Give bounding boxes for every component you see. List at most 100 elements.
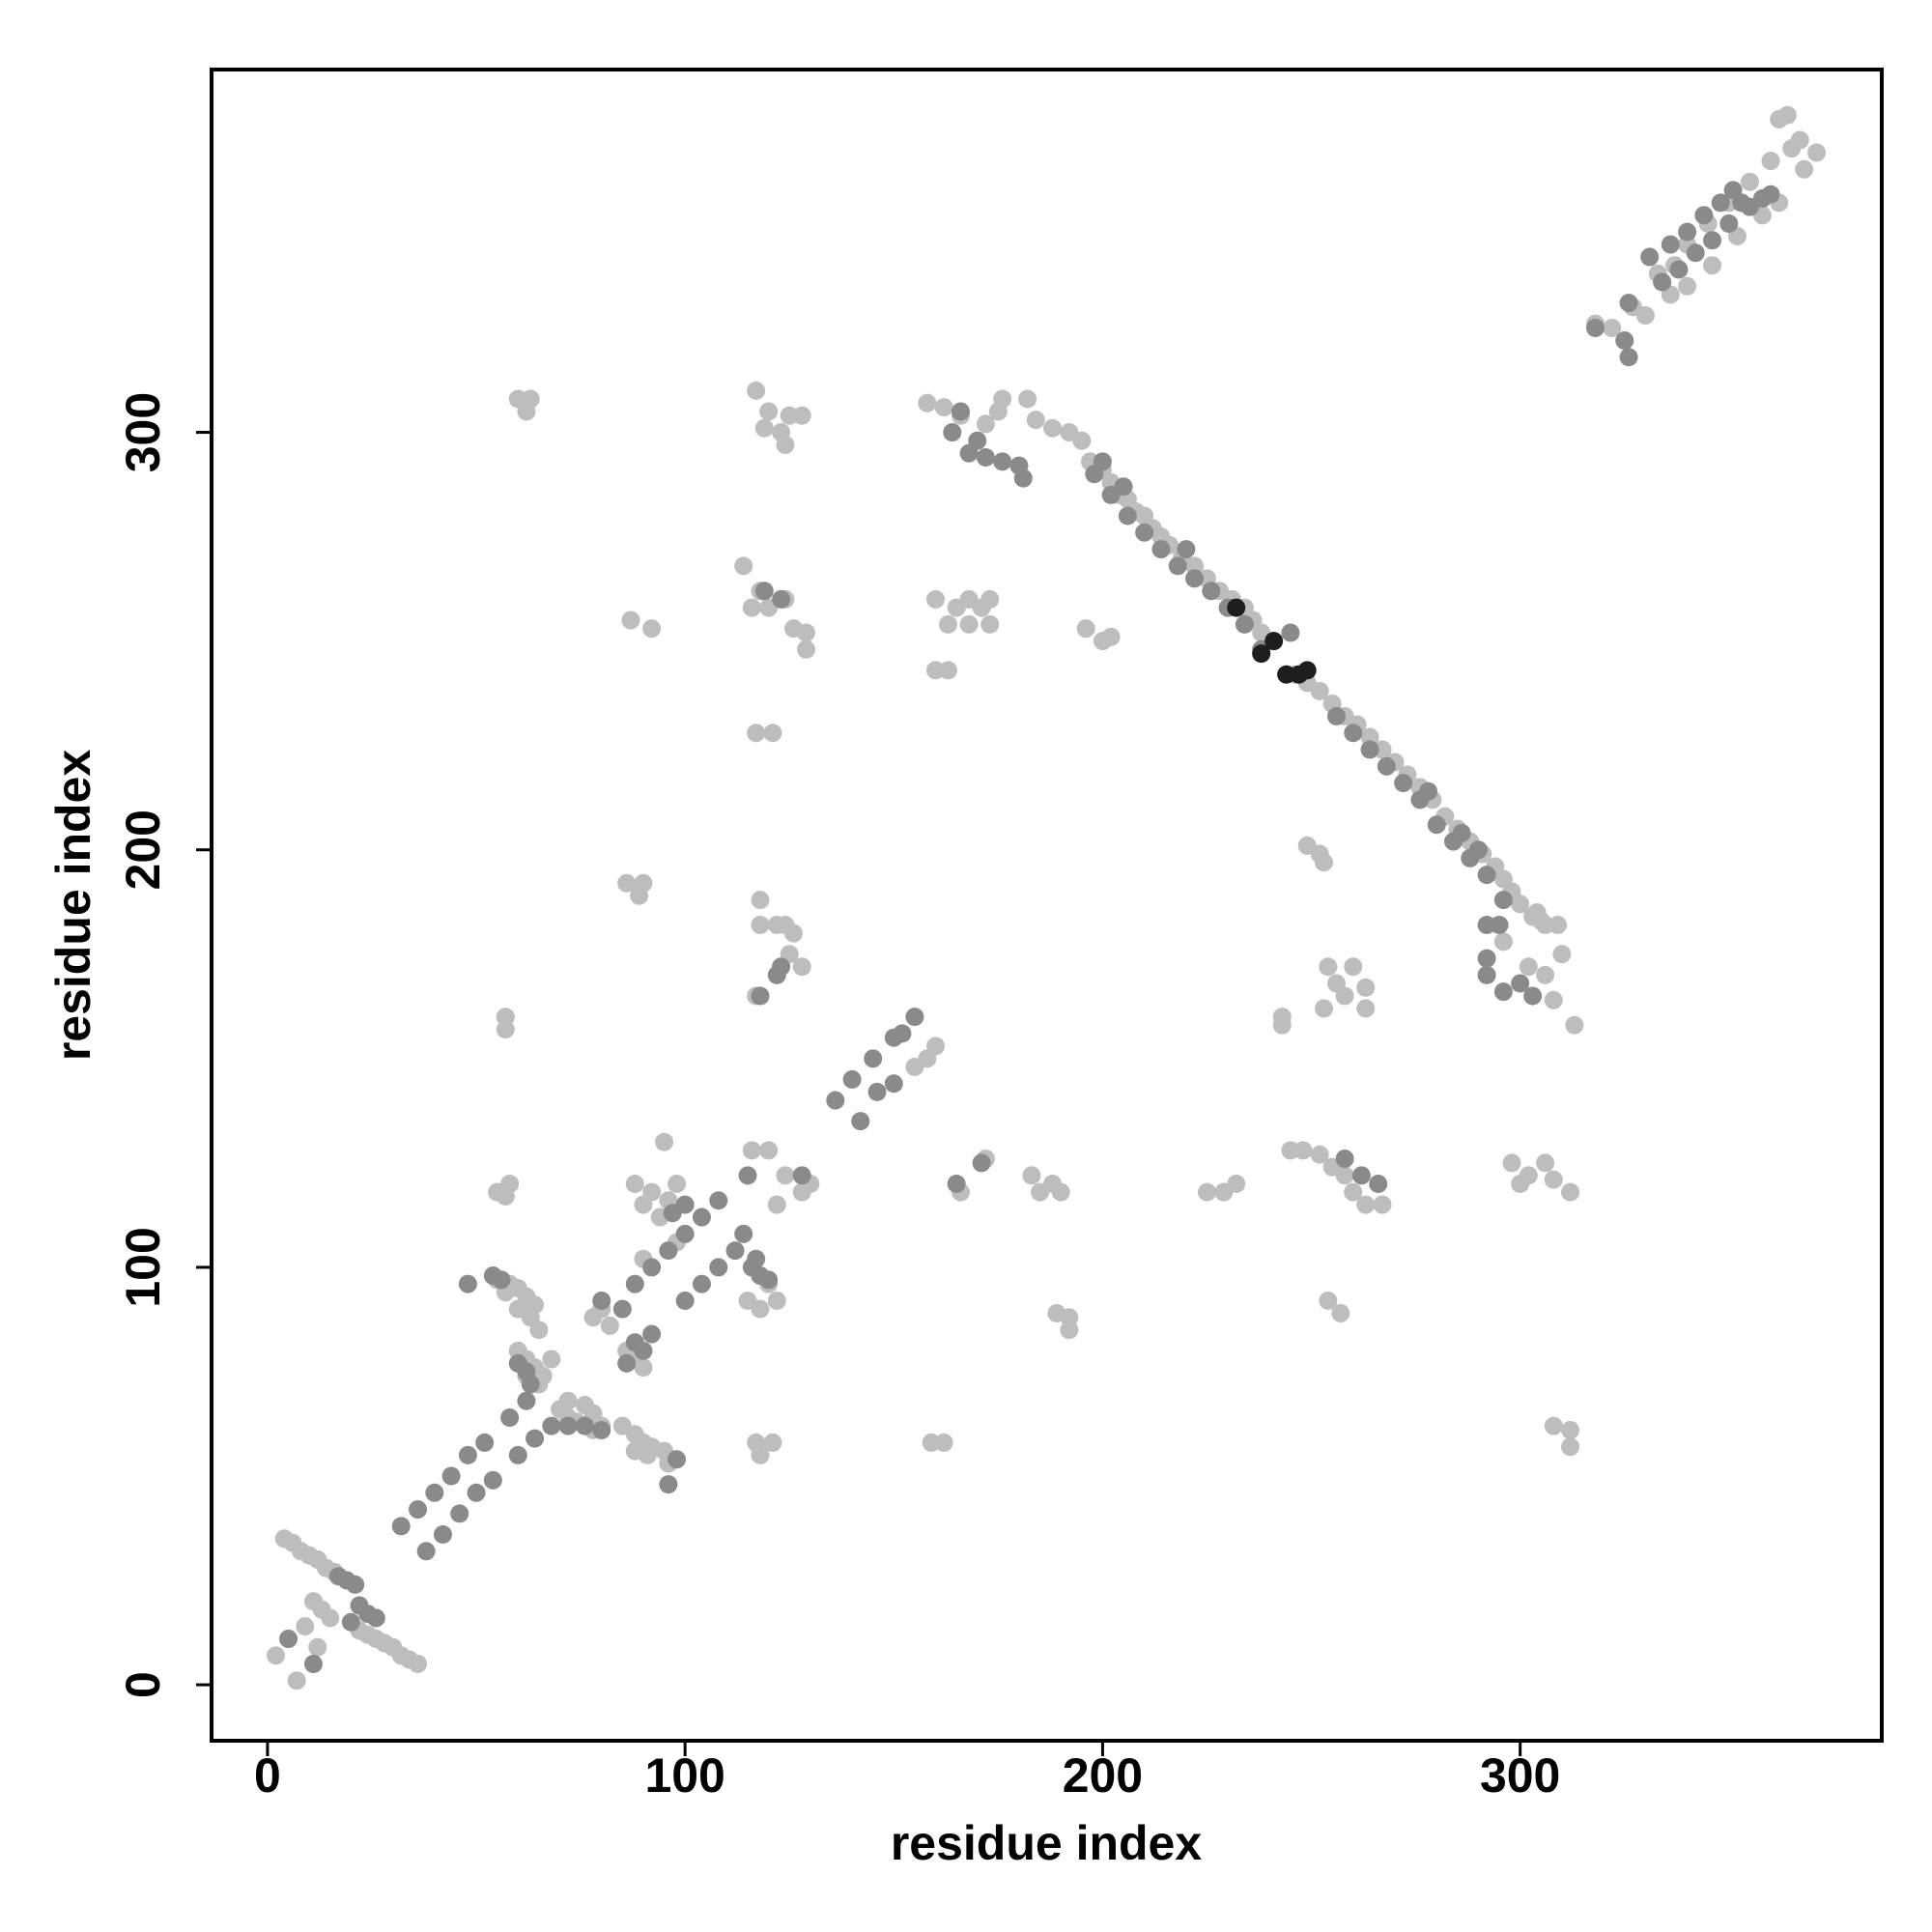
point <box>296 1617 315 1636</box>
point <box>1477 866 1496 885</box>
point <box>926 589 946 609</box>
point <box>951 402 970 421</box>
y-tick-label: 100 <box>116 1227 170 1307</box>
point <box>675 1195 695 1214</box>
point <box>634 1358 653 1378</box>
point <box>521 1375 540 1394</box>
point <box>1678 276 1697 296</box>
point <box>747 1249 766 1268</box>
point <box>1351 1166 1371 1185</box>
point <box>1511 974 1530 993</box>
point <box>630 886 649 905</box>
point <box>751 1445 770 1464</box>
point <box>1536 916 1555 935</box>
point <box>1072 431 1092 450</box>
point <box>1344 724 1363 743</box>
point <box>600 1316 619 1335</box>
point <box>938 661 957 680</box>
point <box>776 436 795 455</box>
point <box>634 1195 653 1214</box>
point <box>321 1608 340 1628</box>
point <box>642 1324 662 1344</box>
y-tick-label: 200 <box>116 810 170 890</box>
point <box>1561 1182 1580 1202</box>
point <box>366 1608 385 1628</box>
point <box>1490 916 1509 935</box>
point <box>1686 243 1705 263</box>
point <box>867 1082 887 1101</box>
point <box>976 414 995 434</box>
point <box>1356 978 1376 997</box>
point <box>864 1049 883 1068</box>
point <box>1419 781 1438 801</box>
point <box>1511 895 1530 914</box>
point <box>993 452 1012 471</box>
point <box>1519 957 1538 977</box>
point <box>1777 105 1797 125</box>
point <box>1377 756 1396 776</box>
point <box>934 398 953 417</box>
point <box>496 1186 515 1206</box>
point <box>592 1291 611 1310</box>
point <box>1703 256 1722 275</box>
point <box>341 1612 360 1632</box>
point <box>617 1353 637 1373</box>
point <box>1356 1195 1376 1214</box>
point <box>1227 598 1246 617</box>
point <box>1331 1303 1350 1322</box>
point <box>496 1008 515 1027</box>
point <box>416 1542 436 1561</box>
point <box>842 1069 862 1089</box>
point <box>558 1416 578 1435</box>
point <box>1523 986 1543 1006</box>
point <box>776 1166 795 1185</box>
point <box>1502 1153 1521 1173</box>
points <box>267 105 1827 1690</box>
x-axis-title: residue index <box>891 1816 1203 1870</box>
point <box>792 406 811 425</box>
point <box>1252 644 1271 664</box>
point <box>767 1291 786 1310</box>
point <box>1202 582 1221 601</box>
point <box>668 1174 687 1193</box>
x-tick-label: 300 <box>1480 1748 1560 1803</box>
point <box>1264 632 1284 651</box>
point <box>1477 949 1496 968</box>
point <box>1373 1195 1392 1214</box>
point <box>1585 319 1605 338</box>
point <box>754 418 774 438</box>
point <box>500 1407 520 1427</box>
point <box>1561 1420 1580 1439</box>
y-axis-title: residue index <box>46 750 100 1062</box>
point <box>1615 330 1634 350</box>
point <box>1272 1008 1292 1027</box>
point <box>517 402 536 421</box>
point <box>659 1475 678 1494</box>
point <box>1197 1182 1216 1202</box>
point <box>1394 774 1413 793</box>
point <box>1101 627 1121 646</box>
x-tick-label: 200 <box>1063 1748 1143 1803</box>
point <box>1118 506 1137 526</box>
point <box>1235 614 1254 634</box>
point <box>797 623 816 642</box>
point <box>747 381 766 400</box>
point <box>642 1258 662 1277</box>
point <box>675 1224 695 1243</box>
point <box>1807 143 1827 162</box>
point <box>972 1153 991 1173</box>
point <box>792 957 811 977</box>
point <box>1051 1182 1070 1202</box>
y-tick-label: 0 <box>116 1671 170 1698</box>
point <box>668 1450 687 1469</box>
point <box>734 556 753 576</box>
point <box>492 1270 511 1290</box>
point <box>980 614 1000 634</box>
point <box>751 916 770 935</box>
point <box>1185 569 1205 588</box>
point <box>751 986 770 1006</box>
point <box>926 1037 946 1056</box>
point <box>1536 1153 1555 1173</box>
point <box>1661 235 1680 254</box>
point <box>1427 815 1446 835</box>
